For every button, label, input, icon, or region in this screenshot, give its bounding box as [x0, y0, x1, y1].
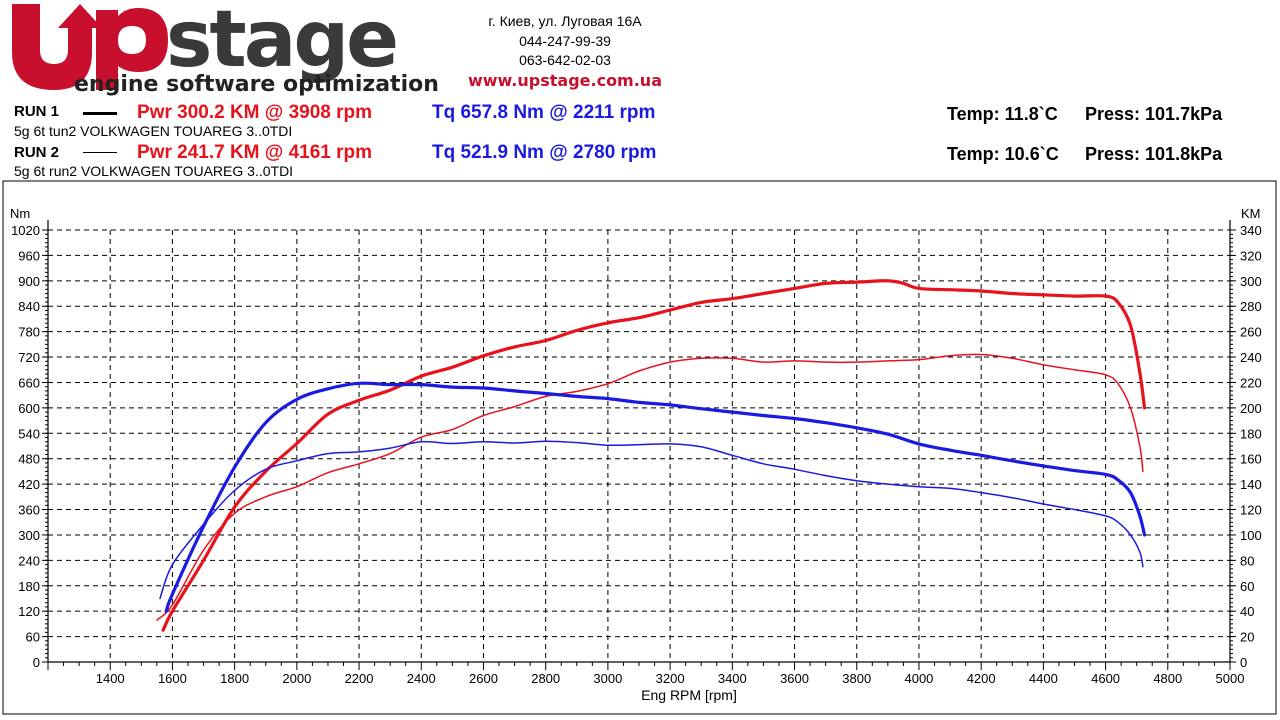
y-right-tick-label: 60 — [1240, 579, 1254, 594]
chart-frame — [2, 180, 1277, 715]
x-tick-label: 1600 — [158, 671, 187, 686]
y-right-tick-label: 200 — [1240, 401, 1262, 416]
y-right-tick-label: 320 — [1240, 248, 1262, 263]
run-2-label: RUN 2 — [14, 144, 60, 161]
y-right-tick-label: 0 — [1240, 655, 1247, 670]
y-left-axis-label: Nm — [10, 206, 30, 221]
y-left-tick-label: 120 — [18, 604, 40, 619]
y-left-tick-label: 420 — [18, 477, 40, 492]
run-1-power: Pwr 300.2 KM @ 3908 rpm — [137, 102, 373, 123]
y-right-axis-label: KM — [1241, 206, 1261, 221]
y-right-tick-label: 260 — [1240, 325, 1262, 340]
address-text: г. Киев, ул. Луговая 16А — [488, 13, 642, 29]
y-left-tick-label: 360 — [18, 503, 40, 518]
x-tick-label: 4000 — [904, 671, 933, 686]
y-left-tick-label: 900 — [18, 274, 40, 289]
x-tick-label: 3000 — [593, 671, 622, 686]
contact-block: г. Киев, ул. Луговая 16А 044-247-99-39 0… — [440, 12, 690, 90]
run-2-power: Pwr 241.7 KM @ 4161 rpm — [137, 142, 373, 163]
logo-tagline: engine software optimization — [74, 72, 439, 97]
y-right-tick-label: 220 — [1240, 375, 1262, 390]
y-left-tick-label: 780 — [18, 325, 40, 340]
x-tick-label: 4800 — [1153, 671, 1182, 686]
x-tick-label: 2800 — [531, 671, 560, 686]
y-left-tick-label: 0 — [33, 655, 40, 670]
y-left-tick-label: 600 — [18, 401, 40, 416]
y-right-tick-label: 100 — [1240, 528, 1262, 543]
phone-2: 063-642-02-03 — [519, 52, 611, 68]
y-right-tick-label: 140 — [1240, 477, 1262, 492]
y-right-tick-label: 300 — [1240, 274, 1262, 289]
y-right-tick-label: 120 — [1240, 503, 1262, 518]
svg-text:stage: stage — [166, 0, 396, 85]
website-link[interactable]: www.upstage.com.ua — [467, 70, 662, 90]
series-line-run-1-tq — [164, 381, 1147, 613]
run-2-press: Press: 101.8kPa — [1085, 144, 1223, 164]
run-2-description: 5g 6t run2 VOLKWAGEN TOUAREG 3..0TDI — [14, 163, 294, 179]
x-tick-label: 3600 — [780, 671, 809, 686]
x-tick-label: 3800 — [842, 671, 871, 686]
x-tick-label: 4600 — [1091, 671, 1120, 686]
y-right-tick-label: 20 — [1240, 630, 1254, 645]
x-tick-label: 4200 — [967, 671, 996, 686]
y-left-tick-label: 960 — [18, 248, 40, 263]
run-1-line-sample — [83, 112, 117, 115]
y-right-tick-label: 280 — [1240, 299, 1262, 314]
x-tick-label: 2000 — [282, 671, 311, 686]
y-left-tick-label: 540 — [18, 426, 40, 441]
x-tick-label: 2600 — [469, 671, 498, 686]
x-tick-label: 3200 — [656, 671, 685, 686]
run-1-description: 5g 6t tun2 VOLKWAGEN TOUAREG 3..0TDI — [14, 123, 293, 139]
x-axis-label: Eng RPM [rpm] — [641, 687, 737, 703]
y-left-tick-label: 300 — [18, 528, 40, 543]
phone-1: 044-247-99-39 — [519, 32, 611, 49]
upstage-logo: stage engine software optimization — [8, 0, 439, 98]
run-1-press: Press: 101.7kPa — [1085, 104, 1223, 124]
y-left-tick-label: 240 — [18, 553, 40, 568]
y-right-tick-label: 40 — [1240, 604, 1254, 619]
y-left-tick-label: 720 — [18, 350, 40, 365]
series-line-run-2-pwr — [156, 353, 1144, 621]
x-tick-label: 3400 — [718, 671, 747, 686]
run-2-torque: Tq 521.9 Nm @ 2780 rpm — [432, 142, 657, 163]
y-left-tick-label: 660 — [18, 375, 40, 390]
x-tick-label: 5000 — [1216, 671, 1245, 686]
run-2-temp: Temp: 10.6`C — [947, 144, 1059, 164]
series-line-run-1-pwr — [161, 279, 1147, 632]
y-right-tick-label: 240 — [1240, 350, 1262, 365]
upstage-logo-mark: stage — [12, 0, 399, 90]
run-1-torque: Tq 657.8 Nm @ 2211 rpm — [432, 102, 656, 123]
x-tick-label: 1800 — [220, 671, 249, 686]
y-left-tick-label: 1020 — [11, 223, 40, 238]
y-right-tick-label: 160 — [1240, 452, 1262, 467]
run-1-temp: Temp: 11.8`C — [947, 104, 1058, 124]
y-right-tick-label: 340 — [1240, 223, 1262, 238]
x-tick-label: 2400 — [407, 671, 436, 686]
series-line-run-2-tq — [159, 440, 1144, 600]
x-tick-label: 1400 — [96, 671, 125, 686]
y-right-tick-label: 180 — [1240, 426, 1262, 441]
y-left-tick-label: 840 — [18, 299, 40, 314]
run-1-label: RUN 1 — [14, 103, 60, 120]
y-left-tick-label: 180 — [18, 579, 40, 594]
x-tick-label: 2200 — [345, 671, 374, 686]
x-tick-label: 4400 — [1029, 671, 1058, 686]
y-right-tick-label: 80 — [1240, 553, 1254, 568]
y-left-tick-label: 60 — [26, 630, 40, 645]
run-2-line-sample — [83, 152, 117, 153]
dyno-chart: 1400 1600 1800 2000 2200 2400 2600 2800 3000 3200… — [2, 180, 1277, 715]
y-left-tick-label: 480 — [18, 452, 40, 467]
